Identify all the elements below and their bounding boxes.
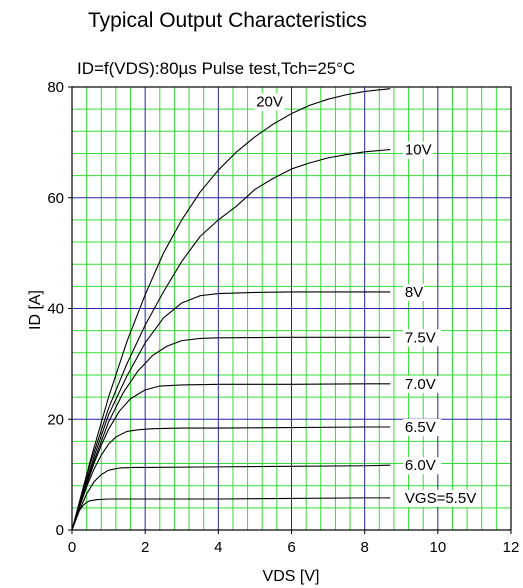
series-label: 7.0V <box>405 376 436 393</box>
series-line <box>71 426 391 531</box>
series-label: 6.5V <box>405 419 436 436</box>
y-tick-label: 80 <box>47 79 64 96</box>
series-label-bg <box>402 141 433 159</box>
series-line <box>71 383 391 531</box>
series-label-bg <box>402 457 442 475</box>
series-label-bg <box>402 329 442 347</box>
y-axis-ticks: 0 20 40 60 80 <box>47 79 72 539</box>
series-line <box>71 336 391 531</box>
y-tick-label: 20 <box>47 411 64 428</box>
y-tick-label: 0 <box>56 522 64 539</box>
series-label-bg <box>402 419 442 437</box>
series-label: 8V <box>405 284 423 301</box>
series-line <box>71 464 391 531</box>
x-tick-label: 10 <box>429 539 446 556</box>
x-axis-ticks: 0 2 4 6 8 10 12 <box>68 530 520 556</box>
x-tick-label: 6 <box>287 539 295 556</box>
x-tick-label: 4 <box>214 539 222 556</box>
series-label: 10V <box>405 142 432 159</box>
y-axis-label: ID [A] <box>27 290 44 330</box>
series-label-bg <box>402 489 476 507</box>
series-label: 6.0V <box>405 457 436 474</box>
x-tick-label: 12 <box>503 539 520 556</box>
chart-subtitle: ID=f(VDS):80µs Pulse test,Tch=25°C <box>77 59 355 78</box>
series-label-bg <box>254 93 285 111</box>
series-line <box>71 291 391 531</box>
series-group <box>71 88 391 531</box>
grid-major <box>72 87 511 530</box>
series-label: VGS=5.5V <box>405 490 476 507</box>
y-tick-label: 60 <box>47 190 64 207</box>
x-tick-label: 8 <box>360 539 368 556</box>
series-label-bg <box>402 375 442 393</box>
series-label: 20V <box>256 94 283 111</box>
x-axis-label: VDS [V] <box>263 568 320 585</box>
x-tick-label: 2 <box>141 539 149 556</box>
series-line <box>71 88 391 531</box>
series-label-bg <box>402 283 425 301</box>
curve-labels: VGS=5.5V 6.0V 6.5V 7.0V 7.5V 8V 10V 20V <box>254 93 476 507</box>
x-tick-label: 0 <box>68 539 76 556</box>
y-tick-label: 40 <box>47 301 64 318</box>
series-line <box>71 149 391 531</box>
series-label: 7.5V <box>405 329 436 346</box>
chart-title: Typical Output Characteristics <box>88 9 367 32</box>
